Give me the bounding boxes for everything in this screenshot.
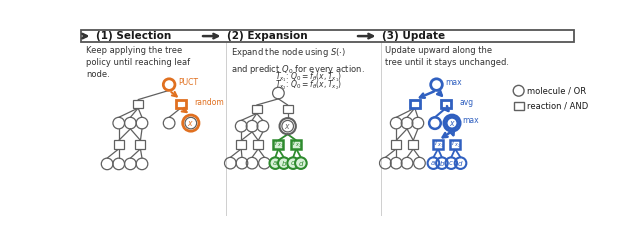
Text: max: max bbox=[445, 78, 461, 87]
Bar bbox=[283, 105, 292, 113]
Circle shape bbox=[278, 157, 290, 169]
Circle shape bbox=[287, 157, 299, 169]
Bar bbox=[514, 102, 524, 110]
Bar bbox=[441, 100, 451, 108]
Bar bbox=[391, 140, 401, 149]
Text: $d$: $d$ bbox=[298, 159, 304, 168]
Bar bbox=[408, 140, 419, 149]
Bar bbox=[114, 140, 124, 149]
Text: $c$: $c$ bbox=[449, 159, 454, 167]
Text: (3) Update: (3) Update bbox=[382, 31, 445, 41]
Text: avg: avg bbox=[460, 98, 474, 107]
Text: $T_{x_1}$: $T_{x_1}$ bbox=[273, 139, 284, 150]
Text: Update upward along the
tree until it stays unchanged.: Update upward along the tree until it st… bbox=[385, 46, 509, 67]
Circle shape bbox=[269, 157, 281, 169]
Text: PUCT: PUCT bbox=[179, 78, 198, 87]
Text: $T_{x_1}$: $Q_0 = f_\theta(x, T_{x_1})$: $T_{x_1}$: $Q_0 = f_\theta(x, T_{x_1})$ bbox=[275, 70, 342, 84]
Text: random: random bbox=[195, 98, 225, 107]
Bar bbox=[273, 140, 284, 149]
Circle shape bbox=[295, 157, 307, 169]
Text: Expand the node using $S(\cdot)$
and predict $Q_0$ for every action.: Expand the node using $S(\cdot)$ and pre… bbox=[231, 46, 365, 76]
Text: (1) Selection: (1) Selection bbox=[95, 31, 171, 41]
Bar bbox=[236, 140, 246, 149]
Bar bbox=[410, 100, 420, 108]
Text: $b$: $b$ bbox=[281, 159, 287, 168]
Text: $T_{x_2}$: $T_{x_2}$ bbox=[450, 139, 461, 150]
Text: $x$: $x$ bbox=[449, 119, 456, 128]
Text: $x$: $x$ bbox=[188, 119, 194, 128]
Text: $x$: $x$ bbox=[284, 122, 291, 131]
Bar bbox=[450, 140, 460, 149]
Text: $b$: $b$ bbox=[439, 159, 445, 168]
Text: Keep applying the tree
policy until reaching leaf
node.: Keep applying the tree policy until reac… bbox=[86, 46, 190, 79]
Text: molecule / OR: molecule / OR bbox=[527, 86, 586, 95]
Bar bbox=[291, 140, 301, 149]
Text: $T_{x_2}$: $T_{x_2}$ bbox=[291, 139, 301, 150]
Text: reaction / AND: reaction / AND bbox=[527, 102, 588, 111]
Bar bbox=[136, 140, 145, 149]
Bar bbox=[253, 140, 263, 149]
Bar bbox=[433, 140, 443, 149]
Text: (2) Expansion: (2) Expansion bbox=[227, 31, 308, 41]
Text: $T_{x_1}$: $T_{x_1}$ bbox=[433, 139, 444, 150]
Text: $c$: $c$ bbox=[291, 159, 296, 167]
Text: $d$: $d$ bbox=[458, 159, 464, 168]
Text: $a$: $a$ bbox=[273, 159, 278, 167]
Text: $T_{x_2}$: $Q_0 = f_\theta(x, T_{x_2})$: $T_{x_2}$: $Q_0 = f_\theta(x, T_{x_2})$ bbox=[275, 78, 342, 92]
Bar bbox=[176, 100, 186, 108]
Text: $a$: $a$ bbox=[431, 159, 436, 167]
Bar bbox=[133, 100, 143, 108]
Text: max: max bbox=[462, 116, 479, 125]
Bar bbox=[252, 105, 262, 113]
